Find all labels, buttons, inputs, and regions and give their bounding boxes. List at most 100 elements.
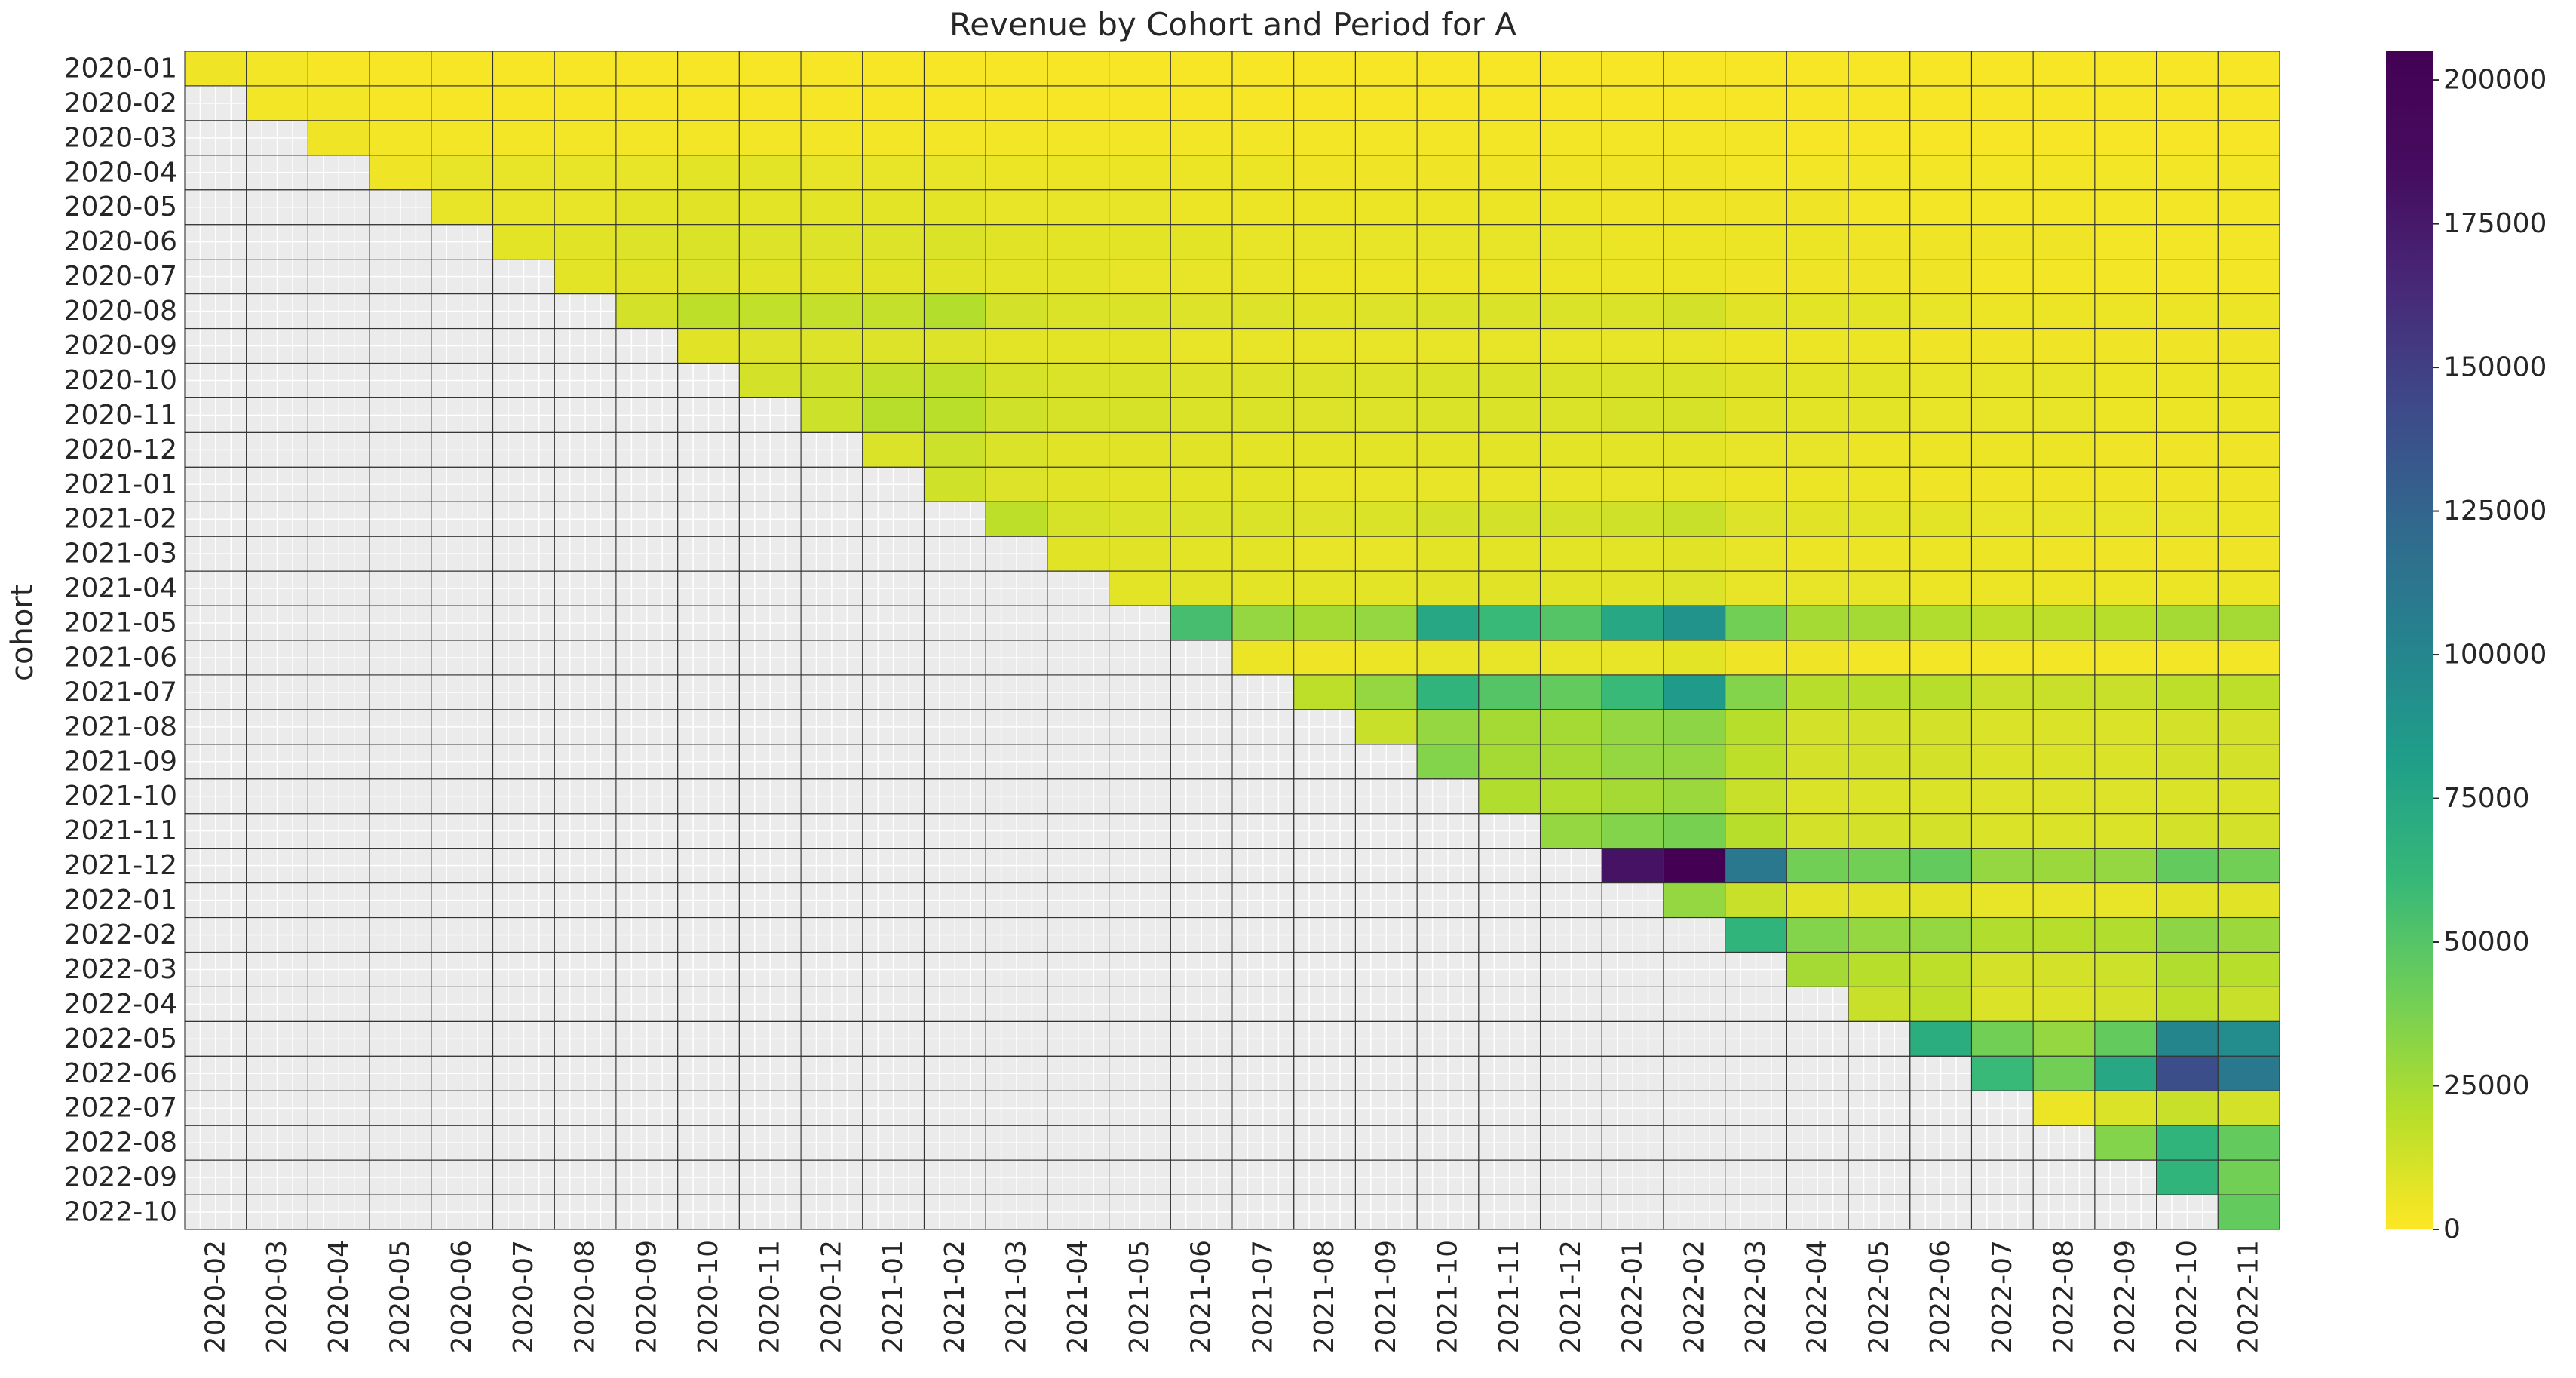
heatmap-cell — [2156, 1020, 2219, 1057]
heatmap-cell — [2094, 1125, 2157, 1161]
heatmap-cell — [1170, 293, 1233, 330]
heatmap-cell — [1848, 813, 1911, 849]
y-tick-label: 2022-01 — [64, 885, 177, 916]
heatmap-cell — [1601, 466, 1664, 502]
heatmap-cell — [1725, 813, 1787, 849]
heatmap-cell — [1601, 778, 1664, 815]
heatmap-cell — [1231, 605, 1295, 641]
heatmap-cell — [2217, 674, 2280, 710]
heatmap-cell — [1539, 327, 1602, 364]
y-tick-label: 2022-08 — [64, 1128, 177, 1159]
heatmap-cell — [1539, 155, 1602, 191]
heatmap-cell — [1786, 327, 1849, 364]
heatmap-cell — [1478, 120, 1541, 156]
heatmap-cell — [2217, 709, 2280, 745]
colorbar-tick-label: 200000 — [2443, 65, 2547, 96]
colorbar-tick-label: 75000 — [2443, 783, 2530, 814]
heatmap-cell — [1725, 536, 1787, 572]
heatmap-cell — [1539, 431, 1602, 468]
heatmap-cell — [2032, 397, 2096, 433]
heatmap-cell — [431, 189, 494, 226]
heatmap-cell — [1786, 120, 1849, 156]
heatmap-cell — [1109, 293, 1171, 330]
heatmap-cell — [1170, 51, 1233, 87]
heatmap-cell — [862, 397, 925, 433]
heatmap-cell — [1848, 744, 1911, 780]
heatmap-cell — [2032, 916, 2096, 953]
y-tick-label: 2020-04 — [64, 157, 177, 188]
heatmap-cell — [800, 155, 863, 191]
heatmap-cell — [1909, 51, 1973, 87]
heatmap-cell — [1293, 397, 1356, 433]
x-tick-label: 2021-06 — [1186, 1240, 1217, 1353]
heatmap-cell — [800, 397, 863, 433]
heatmap-cell — [1970, 709, 2034, 745]
heatmap-cell — [2032, 85, 2096, 121]
heatmap-cell — [1848, 327, 1911, 364]
x-tick-label: 2022-09 — [2110, 1240, 2141, 1353]
heatmap-cell — [246, 51, 308, 87]
heatmap-cell — [2156, 466, 2219, 502]
heatmap-cell — [1416, 709, 1480, 745]
heatmap-cell — [862, 85, 925, 121]
heatmap-cell — [1909, 986, 1973, 1022]
y-tick-label: 2022-06 — [64, 1058, 177, 1089]
heatmap-cell — [2217, 501, 2280, 537]
heatmap-cell — [1047, 327, 1110, 364]
heatmap-cell — [1354, 605, 1418, 641]
x-tick-label: 2021-08 — [1309, 1240, 1340, 1353]
heatmap-cell — [1970, 466, 2034, 502]
heatmap-cell — [1354, 51, 1418, 87]
heatmap-cell — [2217, 744, 2280, 780]
heatmap-cell — [862, 224, 925, 260]
heatmap-cell — [1478, 224, 1541, 260]
heatmap-cell — [1970, 813, 2034, 849]
heatmap-cell — [1109, 397, 1171, 433]
heatmap-cell — [1539, 259, 1602, 295]
colorbar-tick-label: 125000 — [2443, 496, 2547, 526]
heatmap-cell — [1478, 778, 1541, 815]
y-tick-label: 2021-06 — [64, 642, 177, 673]
heatmap-cell — [923, 466, 986, 502]
heatmap-cell — [738, 155, 802, 191]
heatmap-cell — [1170, 605, 1233, 641]
heatmap-cell — [1909, 605, 1973, 641]
heatmap-cell — [2156, 570, 2219, 606]
heatmap-cell — [1478, 501, 1541, 537]
heatmap-cell — [307, 85, 370, 121]
heatmap-cell — [1539, 778, 1602, 815]
heatmap-cell — [1848, 951, 1911, 987]
heatmap-cell — [1848, 85, 1911, 121]
y-tick-label: 2021-04 — [64, 573, 177, 604]
heatmap-cell — [1970, 848, 2034, 884]
heatmap-cell — [1663, 327, 1726, 364]
heatmap-cell — [1478, 605, 1541, 641]
heatmap-cell — [2032, 674, 2096, 710]
heatmap-cell — [1293, 466, 1356, 502]
heatmap-cell — [1970, 293, 2034, 330]
heatmap-cell — [1478, 674, 1541, 710]
heatmap-cell — [1848, 848, 1911, 884]
heatmap-cell — [1663, 640, 1726, 676]
heatmap-cell — [1786, 293, 1849, 330]
heatmap-cell — [554, 85, 617, 121]
heatmap-cell — [1786, 466, 1849, 502]
heatmap-cell — [677, 85, 740, 121]
heatmap-cell — [1293, 85, 1356, 121]
heatmap-cell — [1231, 431, 1295, 468]
heatmap-cell — [1539, 709, 1602, 745]
heatmap-cell — [1601, 155, 1664, 191]
heatmap-cell — [1725, 120, 1787, 156]
heatmap-cell — [2217, 813, 2280, 849]
heatmap-cell — [1970, 120, 2034, 156]
heatmap-cell — [2156, 51, 2219, 87]
heatmap-cell — [1909, 431, 1973, 468]
heatmap-cell — [2094, 224, 2157, 260]
x-tick-label: 2021-02 — [940, 1240, 971, 1353]
heatmap-cell — [2217, 431, 2280, 468]
x-tick-label: 2021-12 — [1556, 1240, 1587, 1353]
heatmap-cell — [1539, 536, 1602, 572]
heatmap-cell — [2156, 224, 2219, 260]
heatmap-cell — [1354, 224, 1418, 260]
heatmap-cell — [369, 120, 432, 156]
